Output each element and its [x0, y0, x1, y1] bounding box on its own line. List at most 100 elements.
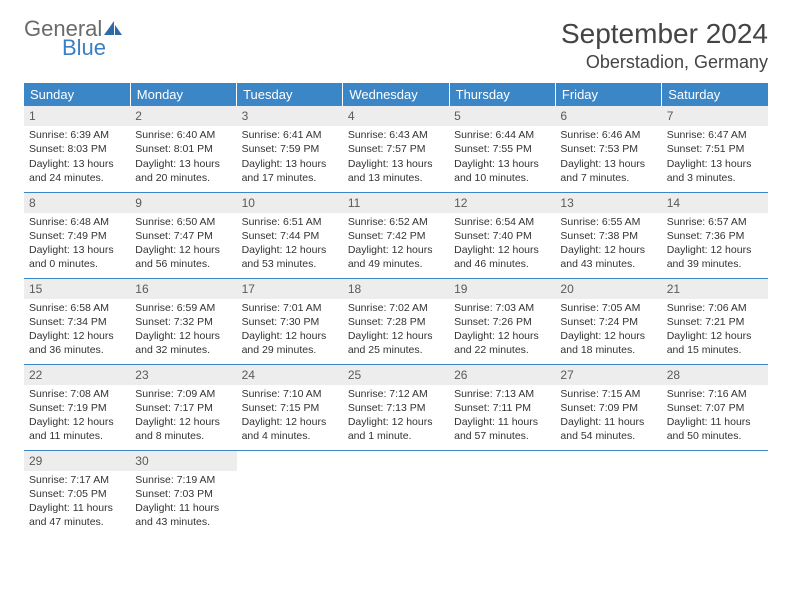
sunset-text: Sunset: 7:13 PM [348, 401, 444, 415]
sunrise-text: Sunrise: 7:10 AM [242, 387, 338, 401]
daylight-text: Daylight: 12 hours [348, 243, 444, 257]
day-number: 5 [449, 106, 555, 126]
daylight-text: and 32 minutes. [135, 343, 231, 357]
sunrise-text: Sunrise: 6:50 AM [135, 215, 231, 229]
dow-monday: Monday [130, 83, 236, 106]
daylight-text: and 29 minutes. [242, 343, 338, 357]
daylight-text: Daylight: 11 hours [560, 415, 656, 429]
daylight-text: and 39 minutes. [667, 257, 763, 271]
daylight-text: Daylight: 12 hours [560, 329, 656, 343]
sunrise-text: Sunrise: 6:48 AM [29, 215, 125, 229]
day-cell [555, 450, 661, 536]
week-row: 22Sunrise: 7:08 AMSunset: 7:19 PMDayligh… [24, 364, 768, 450]
sunset-text: Sunset: 7:07 PM [667, 401, 763, 415]
day-cell [343, 450, 449, 536]
sunset-text: Sunset: 7:30 PM [242, 315, 338, 329]
title-block: September 2024 Oberstadion, Germany [561, 18, 768, 73]
day-number: 18 [343, 279, 449, 299]
sunrise-text: Sunrise: 7:17 AM [29, 473, 125, 487]
daylight-text: Daylight: 12 hours [29, 329, 125, 343]
daylight-text: Daylight: 12 hours [348, 415, 444, 429]
daylight-text: and 0 minutes. [29, 257, 125, 271]
day-cell: 30Sunrise: 7:19 AMSunset: 7:03 PMDayligh… [130, 450, 236, 536]
sunrise-text: Sunrise: 7:19 AM [135, 473, 231, 487]
week-row: 8Sunrise: 6:48 AMSunset: 7:49 PMDaylight… [24, 192, 768, 278]
daylight-text: Daylight: 12 hours [560, 243, 656, 257]
day-cell: 19Sunrise: 7:03 AMSunset: 7:26 PMDayligh… [449, 278, 555, 364]
daylight-text: and 8 minutes. [135, 429, 231, 443]
week-row: 29Sunrise: 7:17 AMSunset: 7:05 PMDayligh… [24, 450, 768, 536]
daylight-text: and 13 minutes. [348, 171, 444, 185]
day-number: 22 [24, 365, 130, 385]
daylight-text: Daylight: 13 hours [667, 157, 763, 171]
sunrise-text: Sunrise: 6:40 AM [135, 128, 231, 142]
daylight-text: and 36 minutes. [29, 343, 125, 357]
day-cell: 11Sunrise: 6:52 AMSunset: 7:42 PMDayligh… [343, 192, 449, 278]
daylight-text: Daylight: 13 hours [29, 157, 125, 171]
day-number: 21 [662, 279, 768, 299]
daylight-text: Daylight: 13 hours [560, 157, 656, 171]
sunset-text: Sunset: 7:34 PM [29, 315, 125, 329]
daylight-text: and 53 minutes. [242, 257, 338, 271]
daylight-text: Daylight: 13 hours [135, 157, 231, 171]
sunrise-text: Sunrise: 6:43 AM [348, 128, 444, 142]
daylight-text: and 11 minutes. [29, 429, 125, 443]
daylight-text: Daylight: 12 hours [29, 415, 125, 429]
sunrise-text: Sunrise: 6:57 AM [667, 215, 763, 229]
sunset-text: Sunset: 7:32 PM [135, 315, 231, 329]
day-number: 27 [555, 365, 661, 385]
day-cell: 24Sunrise: 7:10 AMSunset: 7:15 PMDayligh… [237, 364, 343, 450]
sunset-text: Sunset: 7:15 PM [242, 401, 338, 415]
day-cell: 27Sunrise: 7:15 AMSunset: 7:09 PMDayligh… [555, 364, 661, 450]
sunrise-text: Sunrise: 6:39 AM [29, 128, 125, 142]
page-header: General Blue September 2024 Oberstadion,… [24, 18, 768, 73]
day-number: 16 [130, 279, 236, 299]
daylight-text: and 10 minutes. [454, 171, 550, 185]
day-number: 6 [555, 106, 661, 126]
logo: General Blue [24, 18, 124, 59]
sunrise-text: Sunrise: 6:52 AM [348, 215, 444, 229]
day-number: 24 [237, 365, 343, 385]
sunset-text: Sunset: 7:40 PM [454, 229, 550, 243]
day-number: 20 [555, 279, 661, 299]
sunrise-text: Sunrise: 7:08 AM [29, 387, 125, 401]
day-cell: 18Sunrise: 7:02 AMSunset: 7:28 PMDayligh… [343, 278, 449, 364]
day-number: 12 [449, 193, 555, 213]
sunrise-text: Sunrise: 7:05 AM [560, 301, 656, 315]
calendar-table: Sunday Monday Tuesday Wednesday Thursday… [24, 83, 768, 536]
sunset-text: Sunset: 7:55 PM [454, 142, 550, 156]
daylight-text: Daylight: 12 hours [667, 329, 763, 343]
dow-row: Sunday Monday Tuesday Wednesday Thursday… [24, 83, 768, 106]
daylight-text: Daylight: 11 hours [454, 415, 550, 429]
sunset-text: Sunset: 7:19 PM [29, 401, 125, 415]
day-cell: 3Sunrise: 6:41 AMSunset: 7:59 PMDaylight… [237, 106, 343, 192]
location-label: Oberstadion, Germany [561, 52, 768, 73]
dow-tuesday: Tuesday [237, 83, 343, 106]
daylight-text: Daylight: 12 hours [242, 329, 338, 343]
daylight-text: and 1 minute. [348, 429, 444, 443]
day-cell: 13Sunrise: 6:55 AMSunset: 7:38 PMDayligh… [555, 192, 661, 278]
sunrise-text: Sunrise: 6:58 AM [29, 301, 125, 315]
daylight-text: and 7 minutes. [560, 171, 656, 185]
day-number: 4 [343, 106, 449, 126]
daylight-text: Daylight: 11 hours [135, 501, 231, 515]
day-number: 2 [130, 106, 236, 126]
sunset-text: Sunset: 7:05 PM [29, 487, 125, 501]
sunset-text: Sunset: 8:03 PM [29, 142, 125, 156]
dow-wednesday: Wednesday [343, 83, 449, 106]
day-number: 28 [662, 365, 768, 385]
daylight-text: Daylight: 11 hours [667, 415, 763, 429]
daylight-text: Daylight: 13 hours [454, 157, 550, 171]
sunrise-text: Sunrise: 7:13 AM [454, 387, 550, 401]
sunset-text: Sunset: 7:17 PM [135, 401, 231, 415]
month-title: September 2024 [561, 18, 768, 50]
day-cell: 1Sunrise: 6:39 AMSunset: 8:03 PMDaylight… [24, 106, 130, 192]
daylight-text: Daylight: 12 hours [135, 243, 231, 257]
sunrise-text: Sunrise: 6:47 AM [667, 128, 763, 142]
day-cell: 4Sunrise: 6:43 AMSunset: 7:57 PMDaylight… [343, 106, 449, 192]
day-cell: 25Sunrise: 7:12 AMSunset: 7:13 PMDayligh… [343, 364, 449, 450]
day-number: 17 [237, 279, 343, 299]
daylight-text: Daylight: 12 hours [667, 243, 763, 257]
daylight-text: and 18 minutes. [560, 343, 656, 357]
daylight-text: and 3 minutes. [667, 171, 763, 185]
